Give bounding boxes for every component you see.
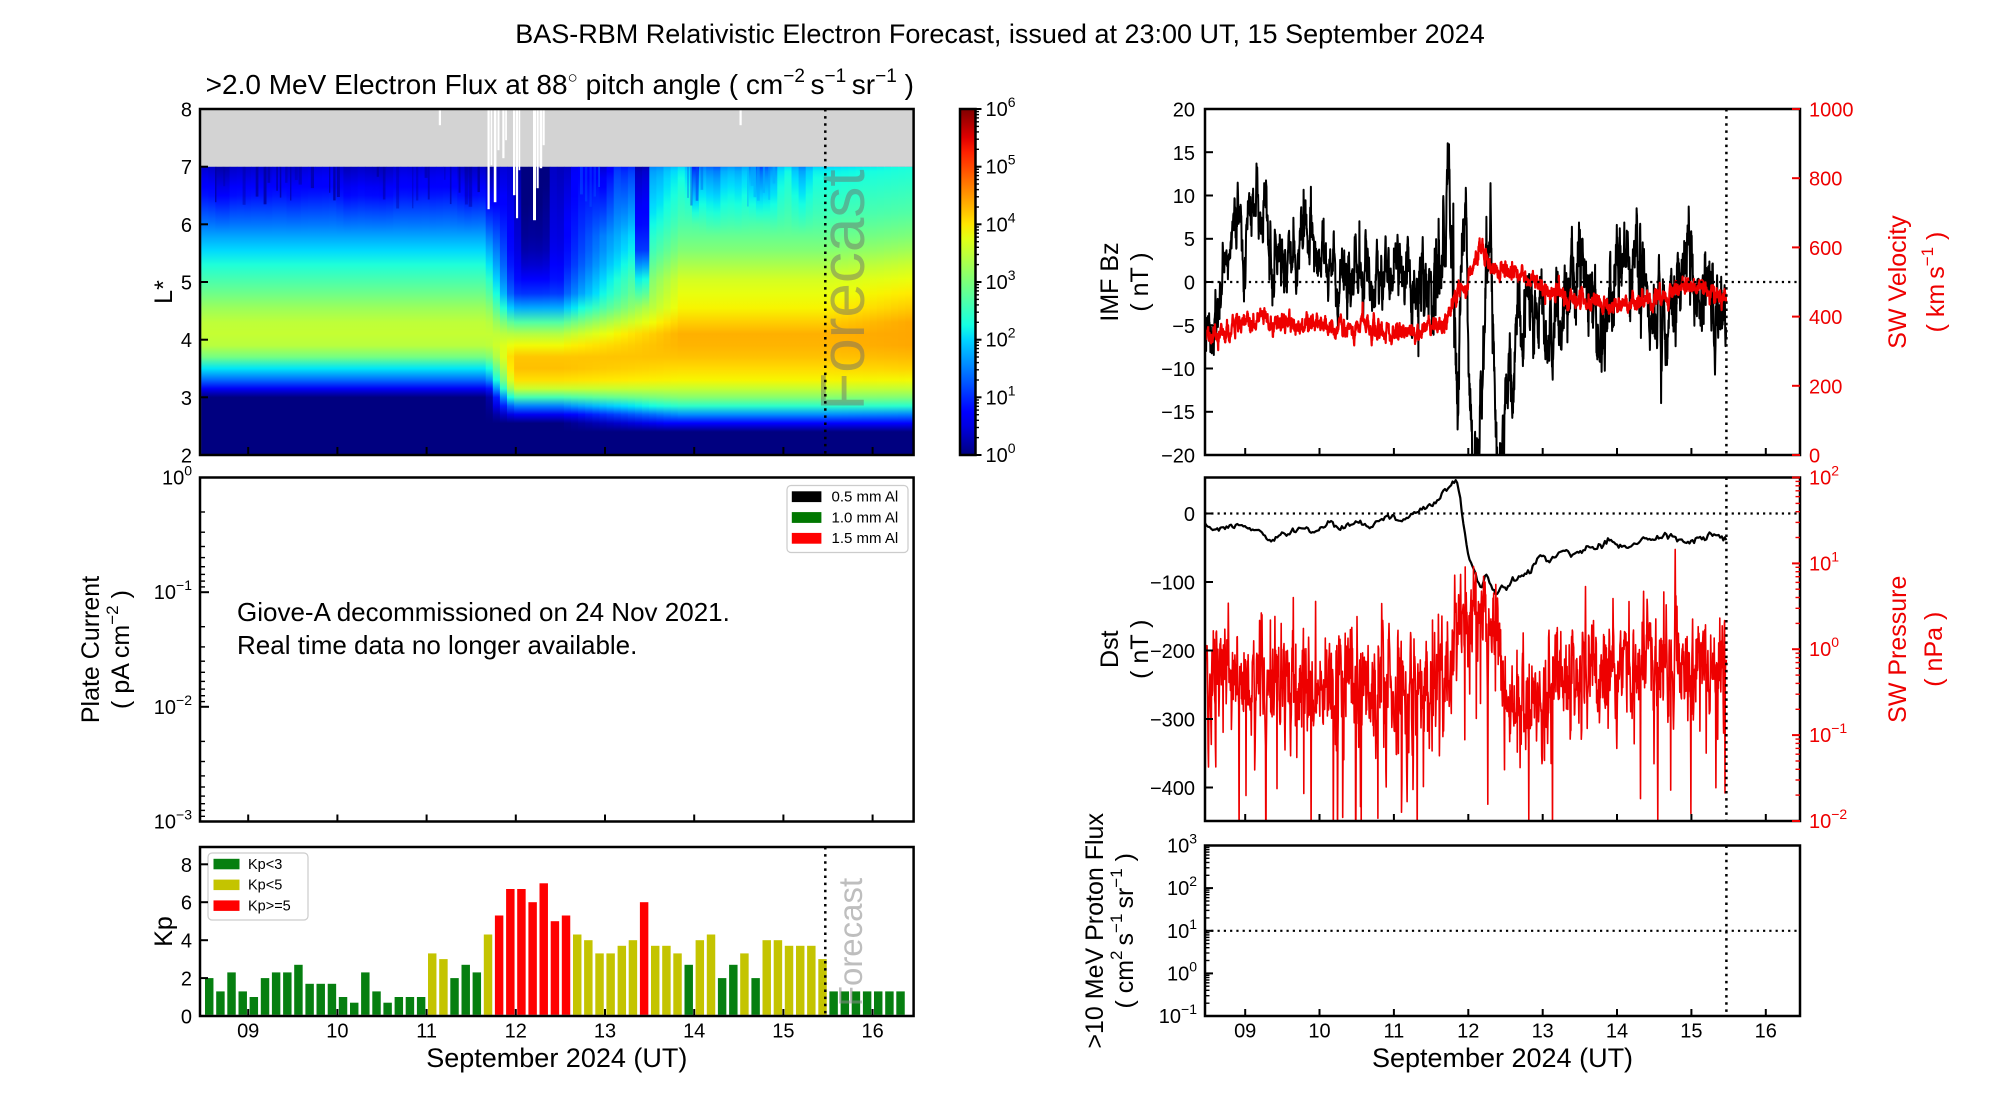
svg-text:2: 2 [181, 446, 192, 468]
svg-text:Kp<3: Kp<3 [248, 857, 282, 873]
svg-text:11: 11 [1384, 1021, 1405, 1043]
svg-text:BAS-RBM Relativistic Electron: BAS-RBM Relativistic Electron Forecast, … [515, 19, 1484, 49]
svg-text:200: 200 [1809, 376, 1842, 398]
svg-text:3: 3 [181, 388, 192, 410]
svg-text:September 2024 (UT): September 2024 (UT) [426, 1043, 687, 1073]
svg-text:09: 09 [237, 1021, 259, 1043]
svg-text:8: 8 [181, 100, 192, 122]
svg-text:10: 10 [326, 1021, 348, 1043]
svg-text:400: 400 [1809, 307, 1842, 329]
svg-text:Forecast: Forecast [809, 169, 878, 410]
svg-text:0.5 mm Al: 0.5 mm Al [832, 489, 899, 506]
svg-text:14: 14 [683, 1021, 705, 1043]
svg-text:1.0 mm Al: 1.0 mm Al [832, 509, 899, 526]
svg-text:−20: −20 [1161, 446, 1195, 468]
svg-text:10: 10 [1308, 1021, 1330, 1043]
svg-text:4: 4 [181, 931, 192, 953]
svg-text:Kp: Kp [150, 916, 178, 947]
svg-text:11: 11 [416, 1021, 437, 1043]
svg-text:IMF Bz: IMF Bz [1096, 242, 1124, 321]
svg-text:15: 15 [1680, 1021, 1702, 1043]
svg-text:L*: L* [150, 280, 178, 304]
svg-text:0: 0 [1184, 273, 1195, 295]
svg-text:15: 15 [1173, 143, 1195, 165]
svg-text:−200: −200 [1150, 641, 1195, 663]
svg-text:0: 0 [181, 1007, 192, 1029]
svg-text:>10 MeV Proton Flux: >10 MeV Proton Flux [1081, 813, 1109, 1049]
svg-text:( nPa ): ( nPa ) [1920, 612, 1948, 687]
svg-text:20: 20 [1173, 100, 1195, 122]
svg-text:14: 14 [1606, 1021, 1628, 1043]
svg-text:1000: 1000 [1809, 100, 1854, 122]
svg-text:−400: −400 [1150, 778, 1195, 800]
svg-text:1.5 mm Al: 1.5 mm Al [832, 530, 899, 547]
svg-text:( nT ): ( nT ) [1126, 620, 1154, 679]
svg-text:600: 600 [1809, 238, 1842, 260]
svg-text:Plate Current: Plate Current [77, 576, 105, 723]
svg-text:−15: −15 [1161, 402, 1195, 424]
svg-text:−5: −5 [1172, 316, 1195, 338]
svg-text:SW Velocity: SW Velocity [1884, 215, 1912, 349]
svg-text:5: 5 [181, 273, 192, 295]
svg-text:Kp>=5: Kp>=5 [248, 898, 291, 914]
svg-text:15: 15 [772, 1021, 794, 1043]
svg-text:Forecast: Forecast [832, 878, 869, 1006]
svg-text:10: 10 [1173, 186, 1195, 208]
svg-text:Real time data no longer avail: Real time data no longer available. [237, 630, 637, 660]
svg-text:09: 09 [1234, 1021, 1256, 1043]
svg-text:13: 13 [1532, 1021, 1554, 1043]
svg-text:−300: −300 [1150, 710, 1195, 732]
svg-text:Dst: Dst [1096, 630, 1124, 668]
svg-text:8: 8 [181, 855, 192, 877]
svg-text:13: 13 [594, 1021, 616, 1043]
svg-text:16: 16 [1755, 1021, 1777, 1043]
svg-text:12: 12 [1457, 1021, 1479, 1043]
svg-text:September 2024 (UT): September 2024 (UT) [1372, 1043, 1633, 1073]
svg-text:12: 12 [505, 1021, 527, 1043]
svg-text:−100: −100 [1150, 573, 1195, 595]
svg-text:Giove-A decommissioned on 24 N: Giove-A decommissioned on 24 Nov 2021. [237, 597, 730, 627]
svg-text:800: 800 [1809, 169, 1842, 191]
svg-text:6: 6 [181, 893, 192, 915]
svg-text:2: 2 [181, 969, 192, 991]
svg-text:( nT ): ( nT ) [1126, 252, 1154, 311]
svg-text:Kp<5: Kp<5 [248, 878, 282, 894]
svg-text:16: 16 [861, 1021, 883, 1043]
svg-text:0: 0 [1184, 504, 1195, 526]
svg-text:4: 4 [181, 330, 192, 352]
svg-text:7: 7 [181, 157, 192, 179]
svg-text:5: 5 [1184, 229, 1195, 251]
svg-text:SW Pressure: SW Pressure [1884, 576, 1912, 723]
svg-text:−10: −10 [1161, 359, 1195, 381]
svg-text:( km s−1 ): ( km s−1 ) [1918, 232, 1950, 333]
svg-text:>2.0 MeV Electron Flux at 88○: >2.0 MeV Electron Flux at 88○ pitch angl… [206, 66, 914, 100]
svg-text:0: 0 [1809, 446, 1820, 468]
svg-text:6: 6 [181, 215, 192, 237]
